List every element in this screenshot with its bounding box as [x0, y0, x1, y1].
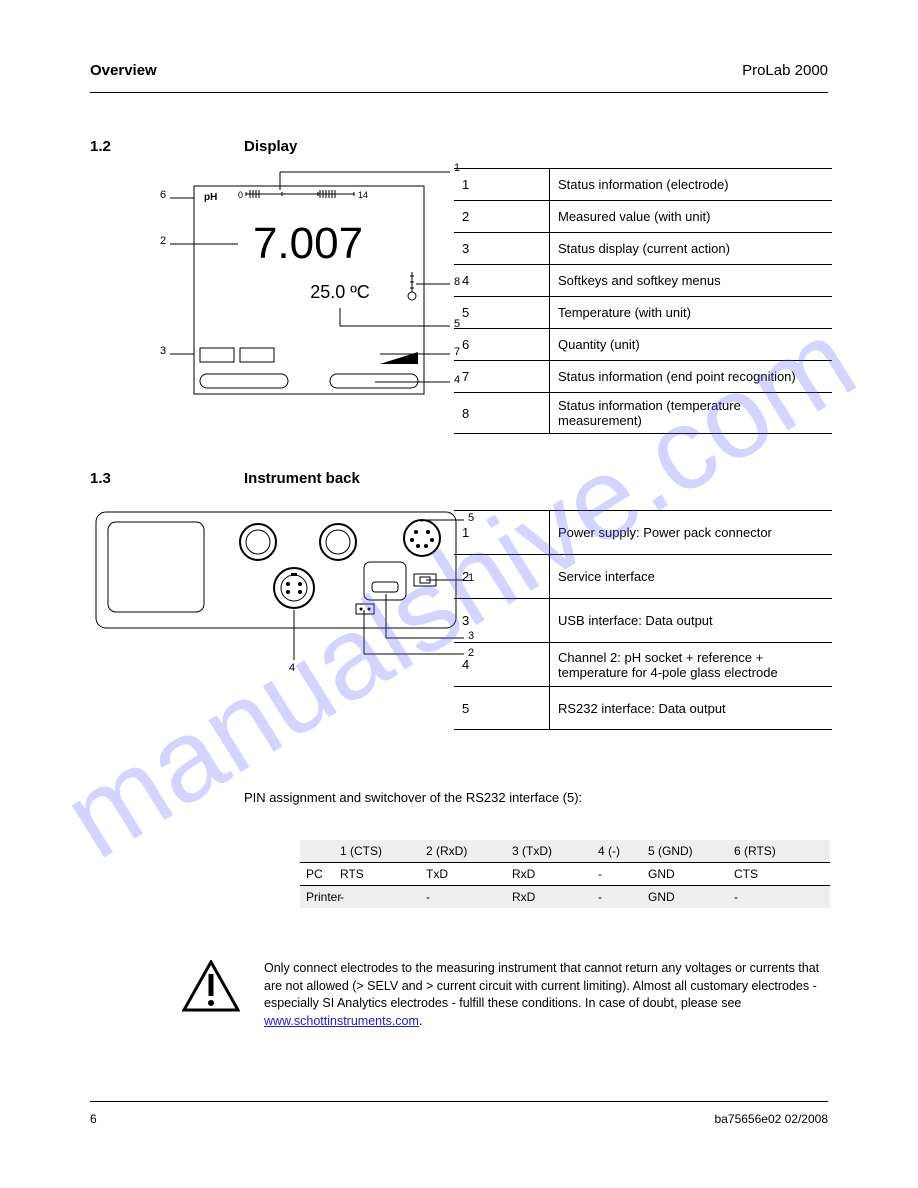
header-rule [90, 92, 828, 93]
pin-table: 1 (CTS) 2 (RxD) 3 (TxD) 4 (-) 5 (GND) 6 … [300, 840, 830, 908]
warning-link[interactable]: www.schottinstruments.com [264, 1014, 419, 1028]
rear-callout-4: 4 [289, 662, 295, 674]
pin-intro: PIN assignment and switchover of the RS2… [244, 790, 804, 805]
callout-6: 6 [160, 189, 166, 201]
section-display-title: Display [244, 138, 297, 155]
callout-2: 2 [160, 235, 166, 247]
footer-doc-id: ba75656e02 02/2008 [715, 1112, 828, 1126]
svg-text:pH: pH [204, 192, 217, 203]
section-rear-num: 1.3 [90, 470, 111, 487]
warning-icon [182, 960, 240, 1017]
display-diagram: pH 0 14 7.007 25 [170, 168, 442, 428]
svg-text:0: 0 [238, 190, 243, 200]
display-temp-value: 25.0 ºC [310, 282, 370, 302]
warning-text: Only connect electrodes to the measuring… [264, 960, 824, 1030]
disp-desc: Status information (electrode) [550, 169, 832, 200]
warning-suffix: . [419, 1014, 422, 1028]
rear-callout-table: 1Power supply: Power pack connector 2Ser… [454, 510, 832, 730]
warning-prefix: Only connect electrodes to the measuring… [264, 961, 819, 1010]
display-main-value: 7.007 [253, 219, 363, 268]
rear-panel-diagram: 5 1 3 2 4 [94, 510, 464, 680]
section-display-num: 1.2 [90, 138, 111, 155]
thermometer-icon [408, 272, 416, 300]
header-left: Overview [90, 62, 157, 79]
display-callout-table: 1Status information (electrode) 2Measure… [454, 168, 832, 434]
svg-text:14: 14 [358, 190, 368, 200]
disp-n: 1 [454, 169, 550, 200]
footer-rule [90, 1101, 828, 1102]
footer-page-num: 6 [90, 1112, 97, 1126]
section-rear-title: Instrument back [244, 470, 360, 487]
callout-3: 3 [160, 345, 166, 357]
header-right: ProLab 2000 [742, 62, 828, 79]
